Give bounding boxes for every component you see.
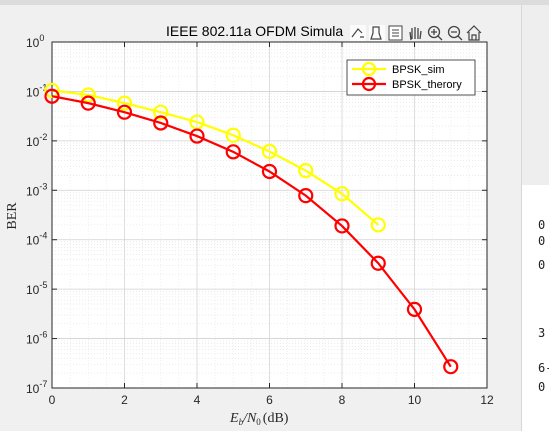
legend[interactable]: BPSK_sim BPSK_therory	[346, 59, 476, 96]
legend-label: BPSK_therory	[392, 79, 462, 91]
legend-marker	[361, 76, 377, 92]
data-point-BPSK_sim	[80, 87, 96, 103]
data-point-BPSK_sim	[116, 95, 133, 111]
legend-items: BPSK_sim BPSK_therory	[352, 61, 462, 92]
y-tick-label: 10-6	[26, 330, 47, 347]
data-point-BPSK_therory	[334, 218, 350, 234]
data-point-BPSK_sim	[225, 127, 241, 143]
export-icon[interactable]	[350, 25, 366, 41]
data-point-BPSK_therory	[225, 144, 241, 160]
y-tick-label: 10-3	[26, 181, 47, 198]
y-tick-label: 10-4	[26, 231, 47, 248]
data-point-BPSK_sim	[153, 104, 169, 120]
legend-marker	[361, 61, 377, 77]
series-line-BPSK_sim	[51, 89, 379, 226]
data-point-BPSK_therory	[298, 188, 314, 204]
y-tick-label: 10-7	[26, 379, 47, 396]
x-tick-label: 10	[408, 393, 422, 407]
zoom-out-icon[interactable]	[447, 25, 463, 41]
x-tick-label: 4	[194, 393, 201, 407]
x-tick-label: 8	[339, 393, 346, 407]
series-layer	[44, 82, 459, 375]
panel-fragment: 0	[538, 258, 546, 272]
x-axis-label: Eb/N0 (dB)	[229, 411, 289, 427]
panel-fragment: 0	[538, 380, 546, 394]
command-window-edge	[521, 5, 549, 431]
panel-fragment: 3	[538, 326, 546, 340]
y-axis-label: BER	[5, 202, 20, 230]
x-tick-label: 6	[266, 393, 273, 407]
data-tips-icon[interactable]	[388, 25, 403, 41]
panel-fragment: 0	[538, 234, 546, 248]
data-point-BPSK_therory	[80, 95, 96, 111]
y-tick-label: 10-1	[26, 82, 47, 99]
panel-header	[522, 5, 549, 185]
data-point-BPSK_therory	[44, 88, 60, 104]
ticks: 0 2 4 6 8 10 12 100 10-1 10-2 10-3 10-4 10-5 10-6 10-7	[26, 33, 494, 407]
home-icon[interactable]	[466, 25, 482, 41]
ber-chart: 0 2 4 6 8 10 12 100 10-1 10-2 10-3 10-4 10-5 10-6 10-7…	[5, 23, 494, 427]
data-point-BPSK_therory	[261, 163, 278, 180]
data-point-BPSK_therory	[406, 301, 423, 317]
data-point-BPSK_therory	[443, 359, 459, 375]
data-point-BPSK_therory	[153, 115, 169, 131]
data-point-BPSK_sim	[334, 186, 350, 202]
panel-fragment: 0	[538, 218, 546, 232]
legend-label: BPSK_sim	[392, 64, 445, 76]
data-point-BPSK_sim	[261, 143, 278, 160]
x-tick-label: 0	[49, 393, 56, 407]
y-tick-label: 10-5	[26, 280, 47, 297]
x-tick-label: 12	[480, 393, 494, 407]
y-tick-label: 100	[26, 33, 44, 50]
data-point-BPSK_sim	[370, 217, 386, 233]
axes-toolbar	[350, 25, 482, 41]
data-point-BPSK_therory	[116, 104, 133, 120]
data-point-BPSK_therory	[189, 128, 205, 144]
x-tick-label: 2	[121, 393, 128, 407]
zoom-in-icon[interactable]	[427, 25, 443, 41]
chart-title: IEEE 802.11a OFDM Simula	[166, 23, 343, 39]
panel-fragment: 6-	[538, 361, 549, 375]
y-tick-label: 10-2	[26, 132, 47, 149]
data-point-BPSK_therory	[370, 255, 386, 271]
pan-icon[interactable]	[409, 27, 422, 41]
figure-canvas: 0 2 4 6 8 10 12 100 10-1 10-2 10-3 10-4 10-5 10-6 10-7…	[0, 5, 521, 431]
brush-icon[interactable]	[369, 25, 385, 41]
data-point-BPSK_sim	[298, 163, 314, 179]
